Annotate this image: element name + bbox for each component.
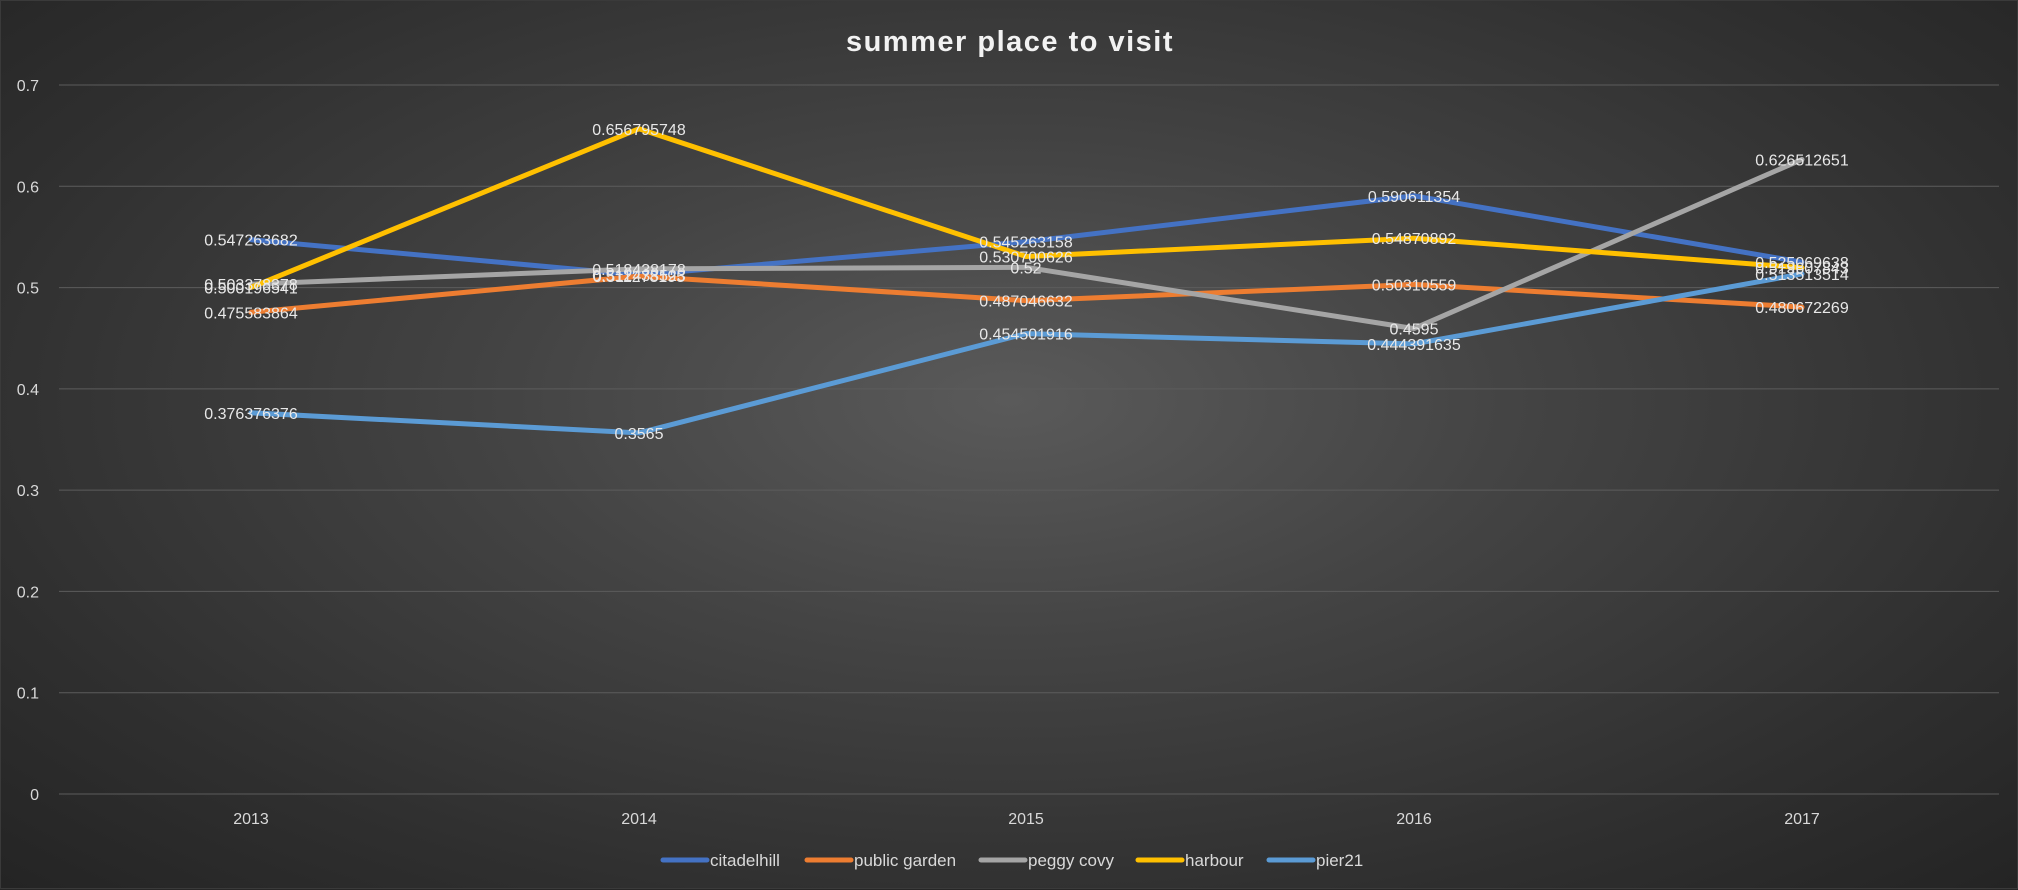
y-axis: 0 0.1 0.2 0.3 0.4 0.5 0.6 0.7 [17,78,39,804]
y-tick-label: 0.7 [17,78,39,95]
data-label: 0.626512651 [1755,152,1849,169]
x-tick-label: 2015 [1008,811,1044,828]
series-lines [251,129,1802,433]
x-tick-label: 2014 [621,811,657,828]
y-tick-label: 0.6 [17,179,39,196]
data-label: 0.487046632 [979,294,1073,311]
legend-label: peggy covy [1028,851,1114,870]
data-label: 0.590611354 [1368,189,1460,206]
data-label: 0.454501916 [979,327,1073,344]
data-label: 0.3565 [615,426,664,443]
data-label: 0.500196541 [204,280,298,297]
legend-label: public garden [854,851,956,870]
y-tick-label: 0 [30,787,39,804]
x-tick-label: 2017 [1784,811,1820,828]
data-label: 0.547263682 [204,233,298,250]
data-label: 0.376376376 [204,406,298,423]
legend: citadelhill public garden peggy covy harbou… [663,851,1363,870]
x-tick-label: 2016 [1396,811,1432,828]
x-axis: 2013 2014 2015 2016 2017 [233,811,1820,828]
legend-label: citadelhill [710,851,780,870]
y-tick-label: 0.3 [17,483,39,500]
data-label: 0.50310559 [1372,277,1457,294]
x-tick-label: 2013 [233,811,269,828]
y-tick-label: 0.4 [17,382,39,399]
data-labels: 0.5472636820.5124335230.5452631580.59061… [204,122,1849,443]
data-label: 0.475583864 [204,305,298,322]
legend-label: pier21 [1316,851,1363,870]
y-tick-label: 0.5 [17,281,39,298]
data-label: 0.54870892 [1372,231,1457,248]
data-label: 0.444391635 [1367,337,1461,354]
data-label: 0.513513514 [1755,267,1849,284]
legend-label: harbour [1185,851,1244,870]
data-label: 0.518438178 [592,262,686,279]
gridlines [59,85,1999,794]
y-tick-label: 0.1 [17,686,39,703]
data-label: 0.656795748 [592,122,686,139]
data-label: 0.530700626 [979,249,1073,266]
y-tick-label: 0.2 [17,584,39,601]
chart-title: summer place to visit [846,26,1174,58]
data-label: 0.480672269 [1755,300,1849,317]
